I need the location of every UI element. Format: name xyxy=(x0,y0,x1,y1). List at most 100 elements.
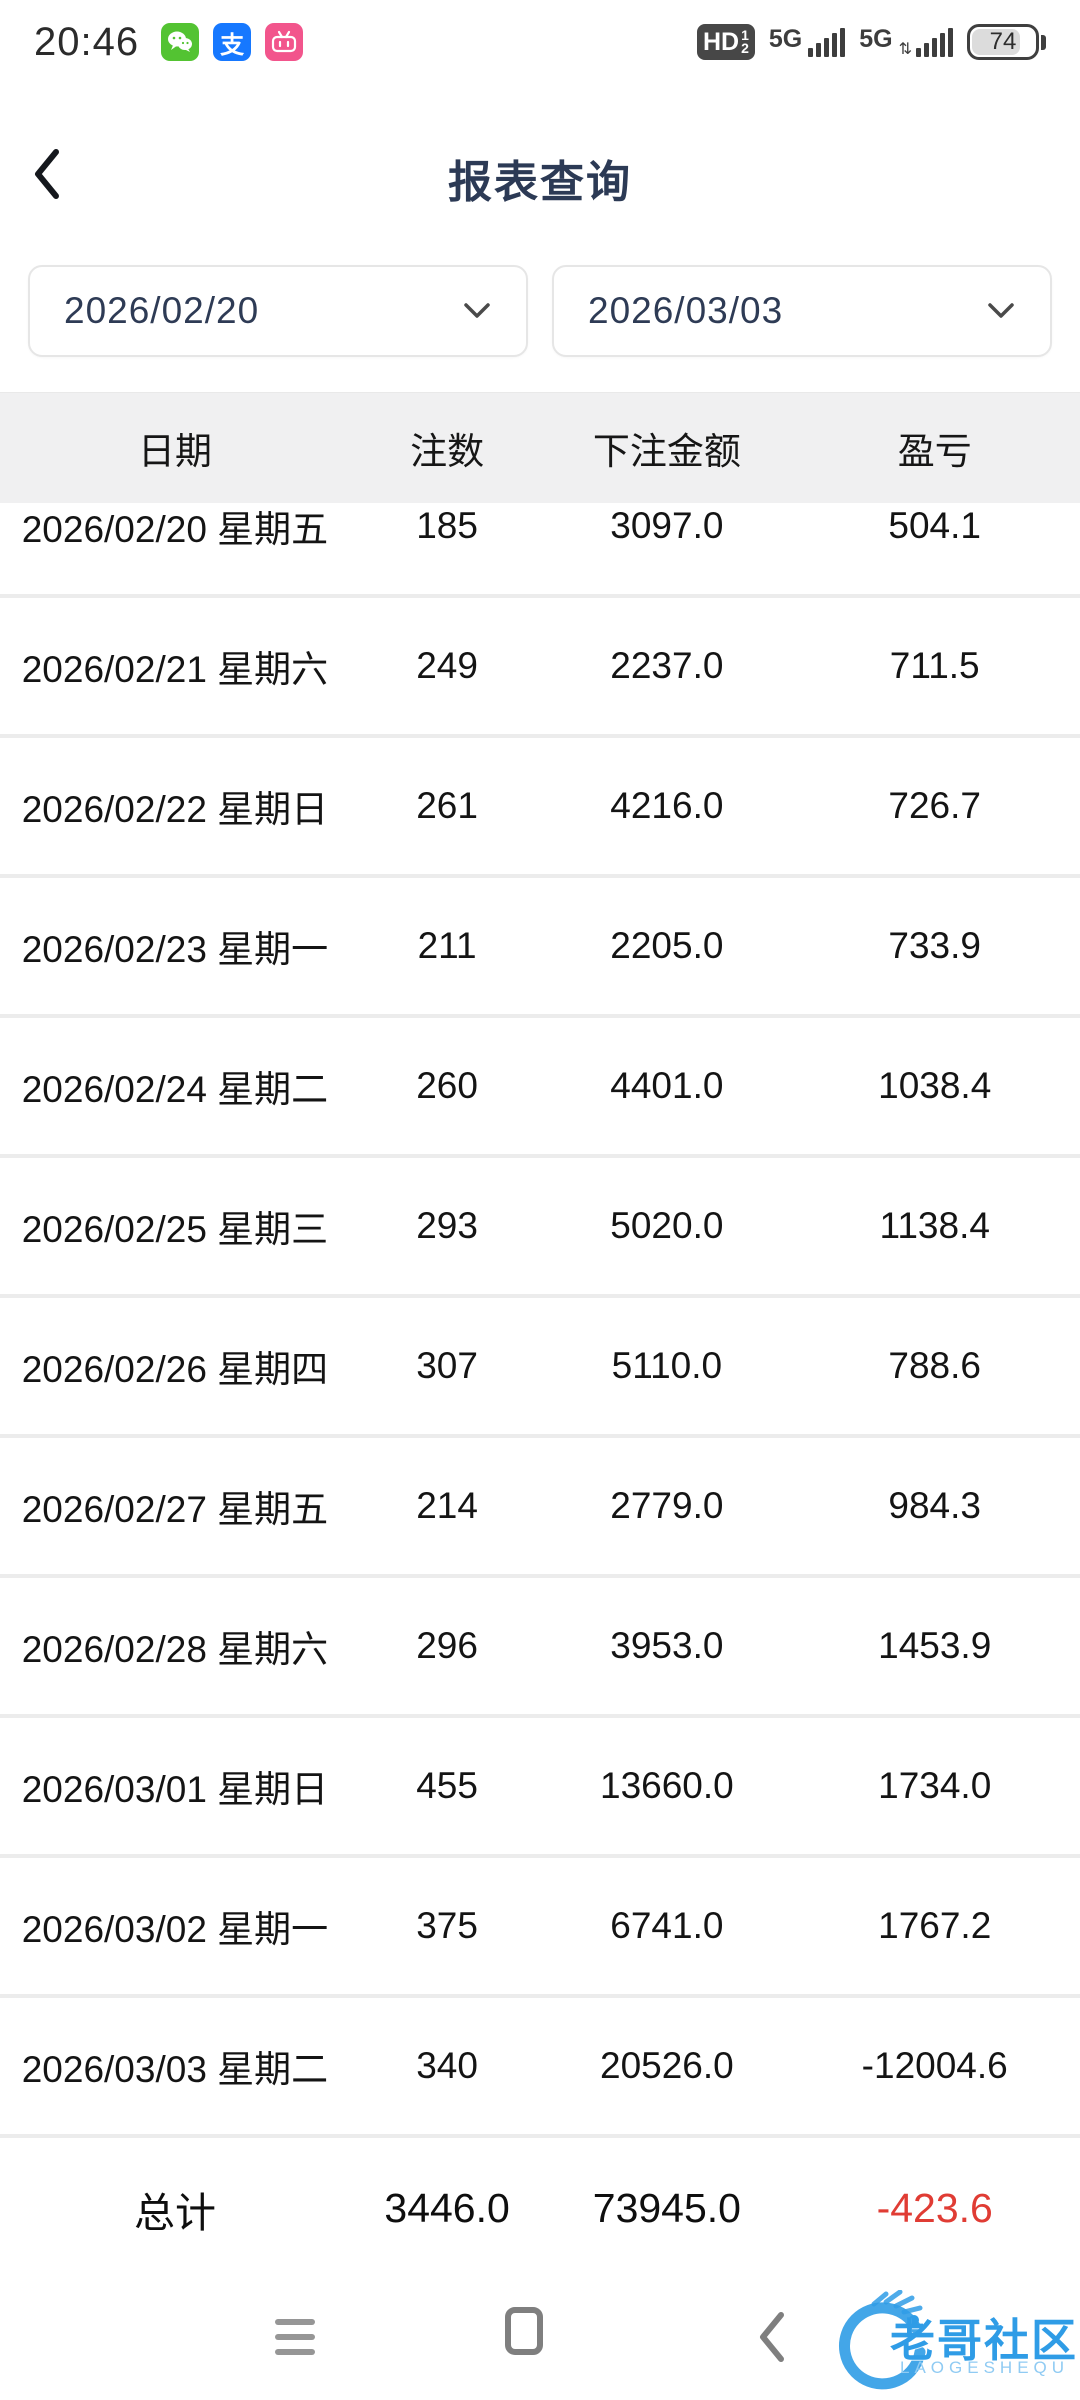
row-amount: 5110.0 xyxy=(611,1345,723,1386)
total-count: 3446.0 xyxy=(384,2185,510,2231)
row-date: 2026/02/23 星期一 xyxy=(21,929,329,970)
row-date: 2026/02/27 星期五 xyxy=(21,1489,329,1530)
chevron-down-icon xyxy=(986,301,1016,321)
row-amount: 2779.0 xyxy=(610,1485,724,1526)
row-count: 455 xyxy=(416,1765,478,1806)
row-count: 249 xyxy=(416,645,478,686)
row-date: 2026/02/22 星期日 xyxy=(21,789,329,830)
nav-back-icon[interactable] xyxy=(755,2309,789,2370)
watermark-title: 老哥社区 xyxy=(890,2315,1079,2366)
laogeshequ-watermark: 老哥社区 LAOGESHEQU xyxy=(828,2288,1076,2392)
row-count: 375 xyxy=(416,1905,478,1946)
total-profit: -423.6 xyxy=(876,2185,993,2231)
table-total-row: 总计 3446.0 73945.0 -423.6 xyxy=(0,2138,1080,2279)
signal-sim1-icon: 5G xyxy=(769,26,846,57)
row-profit: 1767.2 xyxy=(878,1905,992,1946)
table-row: 2026/03/03 星期二 340 20526.0 -12004.6 xyxy=(0,1998,1080,2138)
row-date: 2026/03/01 星期日 xyxy=(21,1769,329,1810)
row-count: 340 xyxy=(416,2045,478,2086)
start-date-select[interactable]: 2026/02/20 xyxy=(28,265,528,357)
row-date: 2026/03/02 星期一 xyxy=(21,1909,329,1950)
row-amount: 5020.0 xyxy=(610,1205,724,1246)
start-date-value: 2026/02/20 xyxy=(64,290,260,331)
date-filters: 2026/02/20 2026/03/03 xyxy=(0,265,1080,357)
table-row: 2026/02/28 星期六 296 3953.0 1453.9 xyxy=(0,1578,1080,1718)
chevron-down-icon xyxy=(462,301,492,321)
dragon-logo-icon xyxy=(828,2289,932,2399)
row-count: 296 xyxy=(416,1625,478,1666)
row-amount: 6741.0 xyxy=(610,1905,724,1946)
row-count: 307 xyxy=(416,1345,478,1386)
row-profit: 1038.4 xyxy=(878,1065,992,1106)
row-count: 185 xyxy=(416,505,478,546)
row-date: 2026/02/25 星期三 xyxy=(21,1209,329,1250)
row-profit: 711.5 xyxy=(889,645,980,686)
end-date-select[interactable]: 2026/03/03 xyxy=(552,265,1052,357)
chevron-left-icon xyxy=(35,149,59,199)
row-date: 2026/02/28 星期六 xyxy=(21,1629,329,1670)
table-row: 2026/02/21 星期六 249 2237.0 711.5 xyxy=(0,598,1080,738)
table-row: 2026/02/20 星期五 185 3097.0 504.1 xyxy=(0,503,1080,598)
total-amount: 73945.0 xyxy=(592,2185,741,2231)
row-count: 260 xyxy=(416,1065,478,1106)
row-count: 214 xyxy=(416,1485,478,1526)
page-title: 报表查询 xyxy=(448,158,632,207)
row-amount: 3953.0 xyxy=(610,1625,724,1666)
table-row: 2026/02/26 星期四 307 5110.0 788.6 xyxy=(0,1298,1080,1438)
clock: 20:46 xyxy=(34,19,140,64)
row-profit: 1734.0 xyxy=(878,1765,992,1806)
row-amount: 2205.0 xyxy=(610,925,724,966)
row-date: 2026/03/03 星期二 xyxy=(21,2049,329,2090)
row-date: 2026/02/24 星期二 xyxy=(21,1069,329,1110)
row-count: 261 xyxy=(416,785,478,826)
column-header-date: 日期 xyxy=(137,431,212,472)
table-row: 2026/03/02 星期一 375 6741.0 1767.2 xyxy=(0,1858,1080,1998)
row-profit: 504.1 xyxy=(888,505,981,546)
total-label: 总计 xyxy=(133,2189,216,2236)
table-header: 日期 注数 下注金额 盈亏 xyxy=(0,392,1080,503)
table-row: 2026/03/01 星期日 455 13660.0 1734.0 xyxy=(0,1718,1080,1858)
row-date: 2026/02/21 星期六 xyxy=(21,649,329,690)
row-profit: 984.3 xyxy=(888,1485,981,1526)
row-count: 293 xyxy=(416,1205,478,1246)
row-amount: 4216.0 xyxy=(610,785,724,826)
row-date: 2026/02/20 星期五 xyxy=(21,509,329,550)
watermark-subtitle: LAOGESHEQU xyxy=(900,2358,1070,2377)
notification-app-icons: 支 xyxy=(161,23,304,61)
home-icon[interactable] xyxy=(505,2307,543,2355)
table-row: 2026/02/22 星期日 261 4216.0 726.7 xyxy=(0,738,1080,878)
table-row: 2026/02/24 星期二 260 4401.0 1038.4 xyxy=(0,1018,1080,1158)
signal-sim2-icon: 5G ⇅ xyxy=(859,26,953,57)
end-date-value: 2026/03/03 xyxy=(588,290,784,331)
recents-menu-icon[interactable] xyxy=(275,2319,315,2355)
column-header-profit: 盈亏 xyxy=(897,431,972,472)
table-body: 2026/02/20 星期五 185 3097.0 504.1 2026/02/21 星… xyxy=(0,503,1080,2280)
row-profit: 788.6 xyxy=(888,1345,981,1386)
android-nav-bar xyxy=(0,2295,1080,2380)
row-amount: 13660.0 xyxy=(600,1765,734,1806)
app-header: 报表查询 xyxy=(0,136,1080,212)
table-row: 2026/02/25 星期三 293 5020.0 1138.4 xyxy=(0,1158,1080,1298)
row-profit: 726.7 xyxy=(888,785,981,826)
row-amount: 3097.0 xyxy=(610,505,724,546)
battery-icon: 74 xyxy=(967,24,1046,60)
row-amount: 4401.0 xyxy=(610,1065,724,1106)
row-profit: 1138.4 xyxy=(879,1205,990,1246)
row-profit: -12004.6 xyxy=(861,2045,1008,2086)
bilibili-icon xyxy=(265,23,304,61)
wechat-icon xyxy=(161,23,200,61)
back-button[interactable] xyxy=(26,144,82,204)
row-date: 2026/02/26 星期四 xyxy=(21,1349,329,1390)
table-row: 2026/02/27 星期五 214 2779.0 984.3 xyxy=(0,1438,1080,1578)
column-header-amount: 下注金额 xyxy=(592,431,741,472)
row-profit: 733.9 xyxy=(888,925,981,966)
column-header-count: 注数 xyxy=(410,431,485,472)
row-count: 211 xyxy=(417,925,477,966)
alipay-icon: 支 xyxy=(213,23,252,61)
row-profit: 1453.9 xyxy=(878,1625,992,1666)
row-amount: 2237.0 xyxy=(610,645,724,686)
table-row: 2026/02/23 星期一 211 2205.0 733.9 xyxy=(0,878,1080,1018)
